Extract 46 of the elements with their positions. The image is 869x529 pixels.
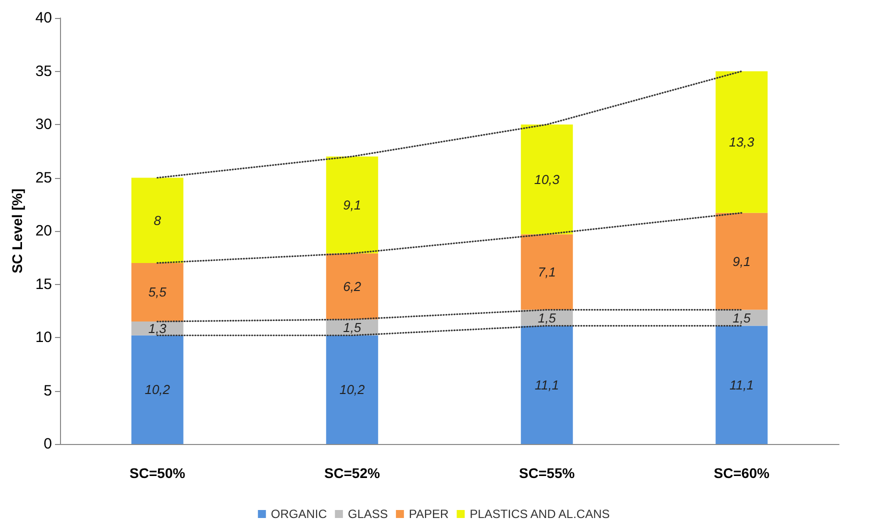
bar bbox=[131, 335, 184, 444]
bar bbox=[716, 71, 768, 213]
y-tick-label: 10 bbox=[35, 329, 52, 346]
data-label: 1,5 bbox=[343, 320, 362, 335]
y-tick-label: 30 bbox=[35, 116, 52, 133]
y-tick-label: 15 bbox=[35, 276, 52, 293]
bar bbox=[326, 156, 378, 254]
data-label: 1,5 bbox=[732, 310, 752, 326]
data-label: 10,2 bbox=[339, 382, 366, 398]
data-label: 1,5 bbox=[538, 310, 557, 326]
legend-label: GLASS bbox=[348, 507, 388, 521]
data-label: 10,2 bbox=[144, 382, 171, 398]
bar bbox=[520, 124, 573, 234]
bar bbox=[326, 253, 378, 320]
legend-label: PLASTICS AND AL.CANS bbox=[470, 507, 610, 521]
data-label: 11,1 bbox=[729, 377, 754, 392]
data-label: 1,3 bbox=[148, 320, 168, 336]
y-axis-title: SC Level [%] bbox=[9, 188, 25, 274]
y-tick-label: 35 bbox=[35, 62, 52, 80]
bar bbox=[520, 234, 573, 310]
data-label: 7,1 bbox=[538, 264, 556, 280]
bar bbox=[716, 212, 768, 310]
x-tick-label: SC=50% bbox=[130, 465, 186, 481]
bar bbox=[326, 335, 378, 444]
bar bbox=[716, 326, 768, 444]
data-label: 13,3 bbox=[728, 134, 756, 150]
y-tick-label: 40 bbox=[35, 10, 52, 26]
data-label: 6,2 bbox=[343, 278, 362, 294]
data-label: 10,3 bbox=[534, 172, 560, 187]
y-tick-label: 20 bbox=[35, 222, 52, 240]
data-label: 11,1 bbox=[534, 377, 560, 392]
y-tick-label: 5 bbox=[44, 382, 52, 400]
legend-label: PAPER bbox=[408, 507, 450, 521]
bar bbox=[131, 262, 184, 322]
data-label: 5,5 bbox=[148, 284, 168, 300]
x-tick-label: SC=52% bbox=[324, 465, 380, 481]
data-label: 9,1 bbox=[343, 197, 362, 212]
data-label: 9,1 bbox=[732, 254, 751, 269]
x-tick-label: SC=55% bbox=[519, 465, 576, 481]
bar bbox=[131, 178, 184, 263]
legend-label: ORGANIC bbox=[270, 507, 328, 521]
bar bbox=[520, 326, 573, 444]
y-tick-label: 25 bbox=[35, 169, 52, 186]
x-tick-label: SC=60% bbox=[714, 465, 770, 481]
data-label: 8 bbox=[154, 212, 162, 228]
y-tick-label: 0 bbox=[44, 436, 52, 452]
